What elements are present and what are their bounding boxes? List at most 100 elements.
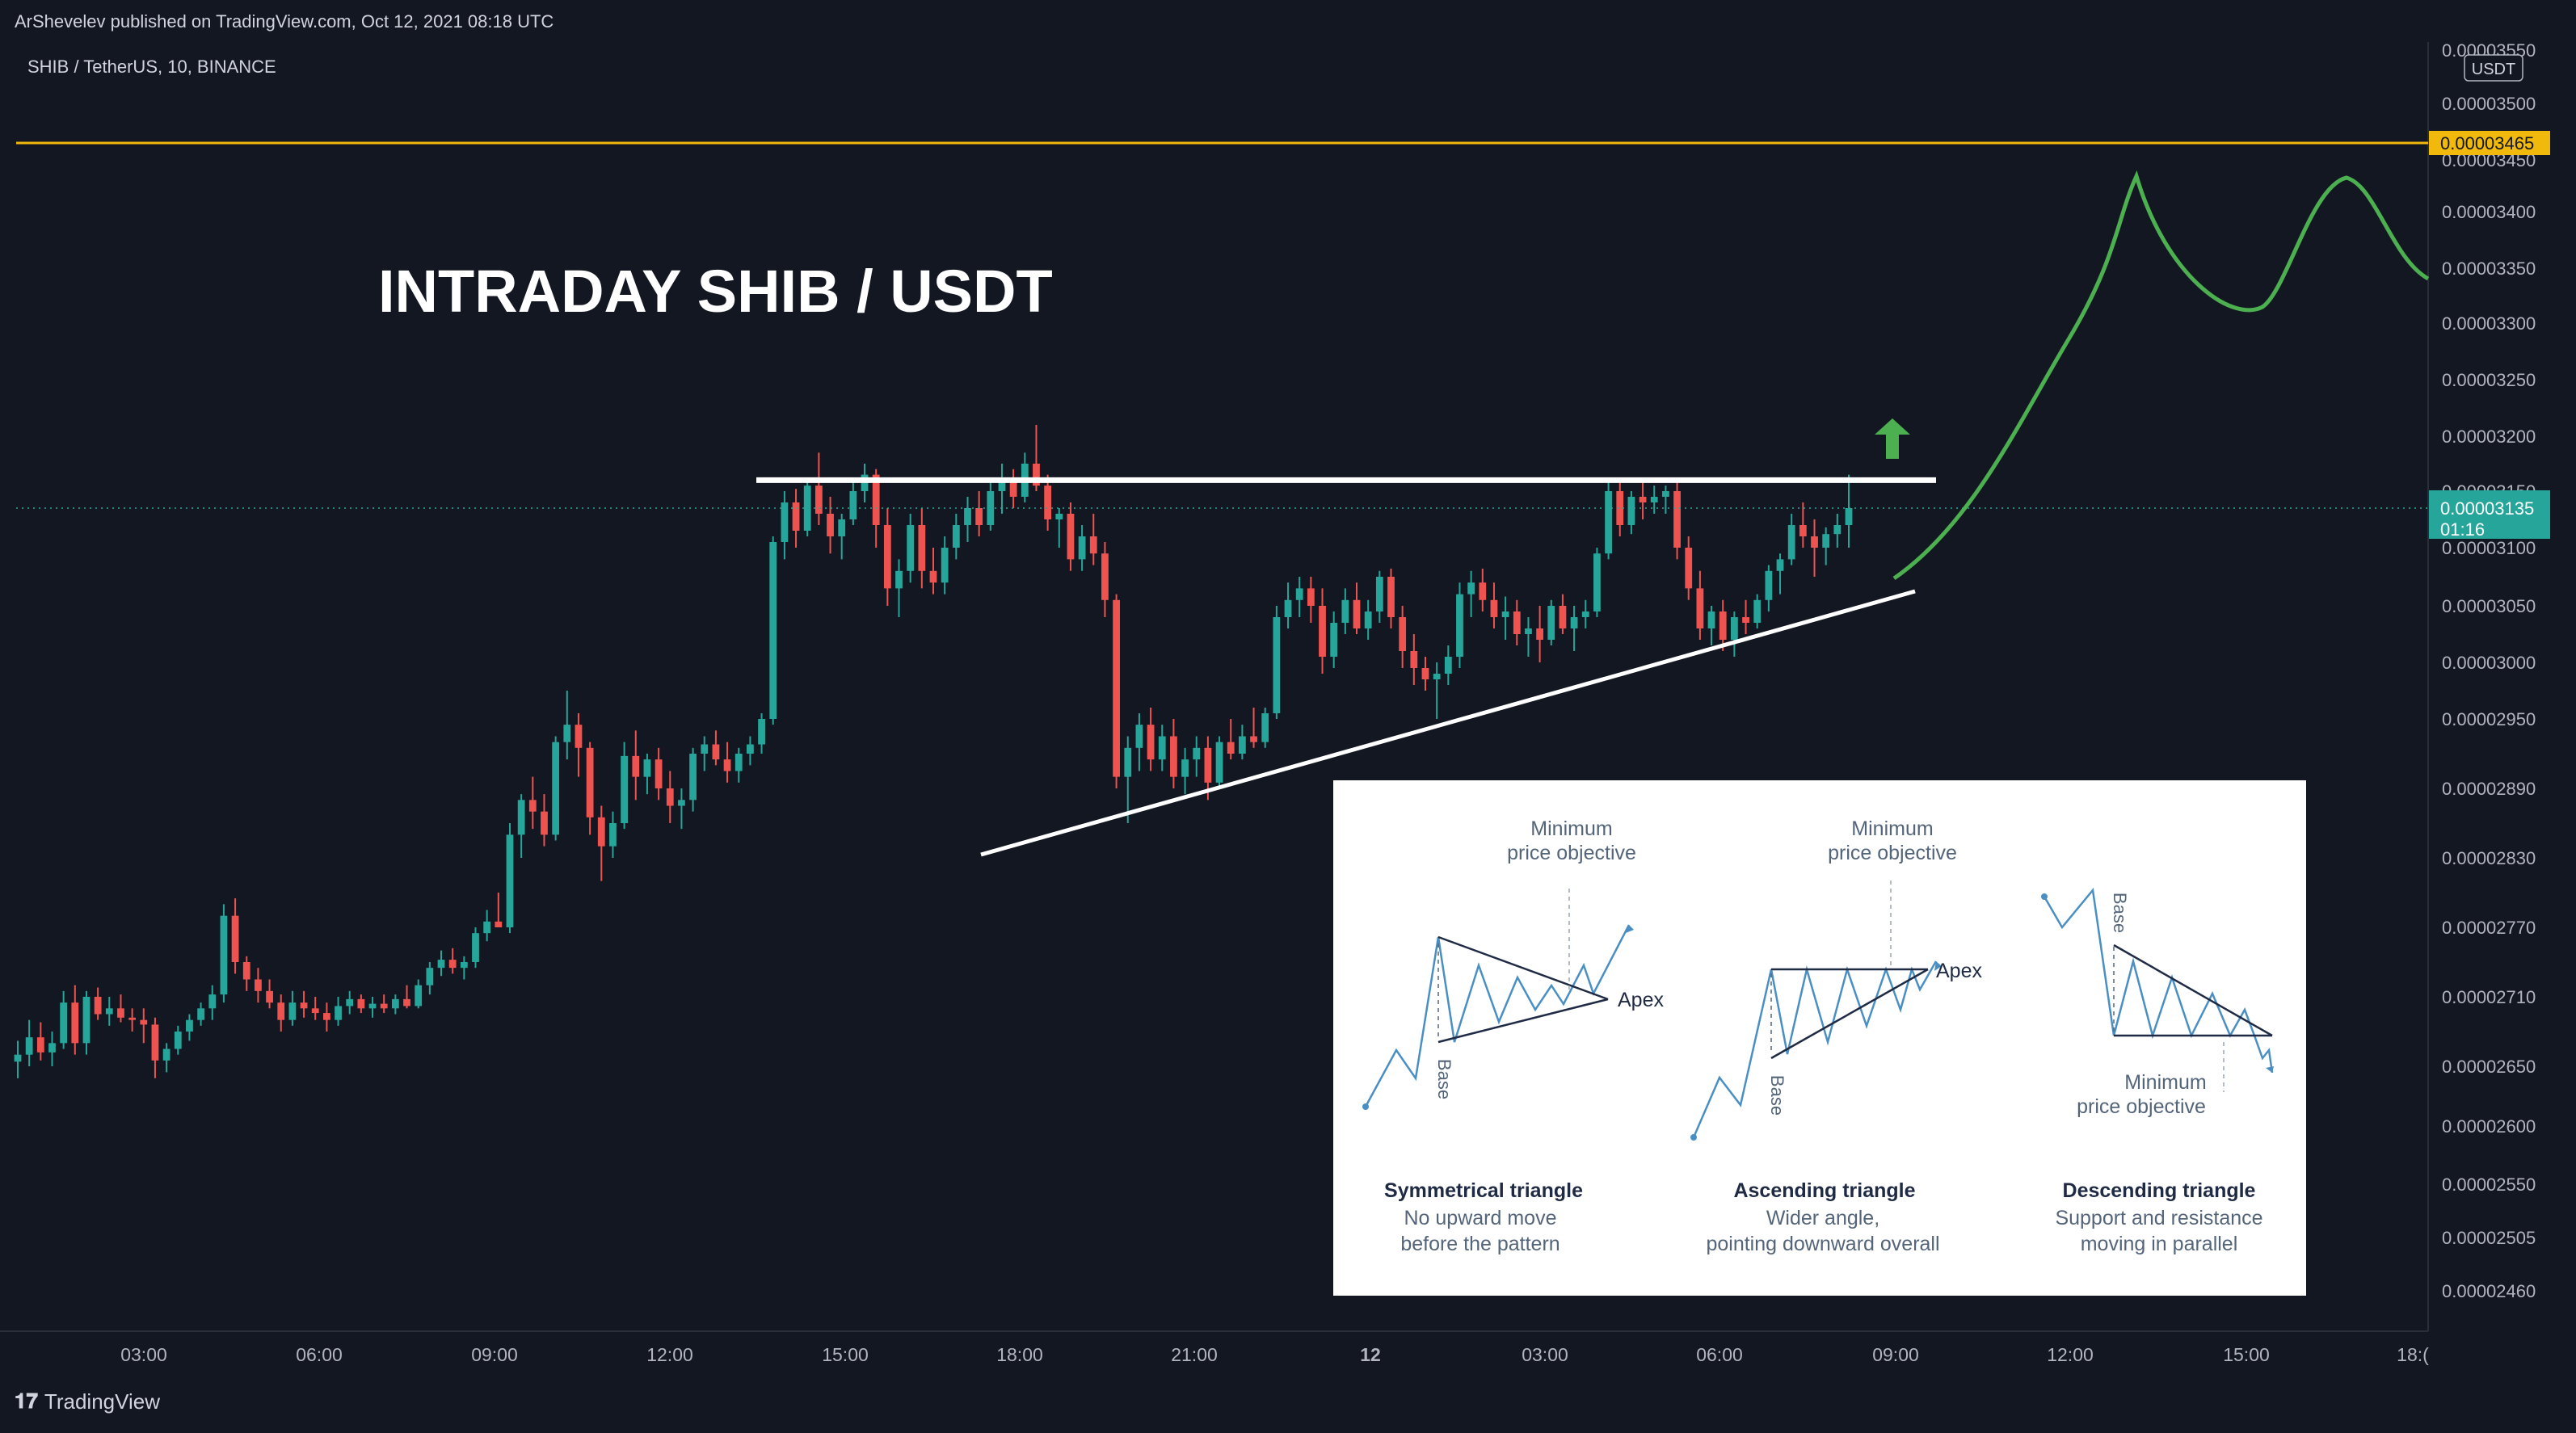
- candle-body: [368, 1003, 377, 1009]
- candle-body: [1719, 611, 1727, 640]
- candle-body: [952, 525, 960, 548]
- candle-body: [105, 1008, 113, 1015]
- candle-body: [1353, 599, 1361, 628]
- candle-body: [1685, 548, 1693, 589]
- up-arrow-icon: [1875, 418, 1910, 459]
- candle-body: [678, 800, 685, 806]
- candle-body: [1261, 713, 1269, 742]
- desc-start-dot: [2041, 893, 2048, 900]
- candle-body: [814, 485, 823, 514]
- candle-body: [1581, 611, 1589, 617]
- sym-price-path: [1364, 924, 1631, 1107]
- candle-body: [1456, 594, 1463, 657]
- candle-body: [597, 817, 605, 847]
- candle-body: [1501, 611, 1509, 617]
- candle-body: [14, 1054, 22, 1062]
- candle-body: [1170, 736, 1177, 777]
- price-tick-label: 0.00003400: [2442, 202, 2536, 222]
- candle-body: [964, 508, 971, 525]
- candle-body: [1696, 588, 1704, 628]
- last-price-text: 0.00003135: [2440, 498, 2534, 519]
- candle-body: [827, 514, 834, 536]
- candle-body: [1375, 577, 1383, 611]
- candle-body: [1765, 570, 1773, 600]
- candle-body: [208, 994, 217, 1009]
- candle-body: [1113, 599, 1120, 777]
- candle-body: [528, 800, 537, 812]
- candle-body: [1776, 559, 1784, 571]
- candle-body: [1238, 736, 1246, 754]
- candle-body: [575, 725, 583, 748]
- desc-arrow-icon: [2266, 1066, 2274, 1073]
- sym-min-label-1: Minimum: [1530, 817, 1612, 840]
- candle-body: [1742, 617, 1749, 623]
- candle-body: [60, 1002, 68, 1044]
- chart-frame: [0, 42, 2429, 1332]
- candle-body: [472, 933, 479, 962]
- last-price-tag: [2429, 490, 2550, 539]
- currency-box: [2464, 54, 2523, 82]
- symbol-legend[interactable]: SHIB / TetherUS, 10, BINANCE: [27, 57, 276, 77]
- currency-label: USDT: [2472, 61, 2515, 78]
- candle-body: [1479, 582, 1487, 600]
- time-tick-label: 12:00: [2047, 1344, 2094, 1365]
- candle-body: [403, 998, 410, 1006]
- candle-body: [255, 979, 262, 991]
- asc-desc-1: Wider angle,: [1766, 1207, 1879, 1229]
- candle-body: [1319, 606, 1326, 657]
- asc-base-label: Base: [1767, 1075, 1787, 1116]
- candle-body: [1295, 588, 1303, 600]
- candle-body: [792, 502, 800, 531]
- candle-body: [723, 759, 731, 771]
- candle-body: [552, 742, 560, 835]
- candle-body: [1525, 628, 1532, 634]
- bar-countdown-text: 01:16: [2440, 519, 2485, 540]
- candle-body: [426, 968, 434, 985]
- candle-body: [517, 800, 525, 835]
- price-tick-label: 0.00003350: [2442, 258, 2536, 279]
- candle-body: [1387, 577, 1395, 617]
- candle-body: [300, 1002, 308, 1009]
- candle-body: [1616, 491, 1624, 525]
- candle-body: [448, 960, 457, 969]
- candle-body: [666, 788, 674, 806]
- candle-body: [1284, 599, 1292, 617]
- candle-body: [609, 823, 617, 847]
- price-tick-label: 0.00003300: [2442, 313, 2536, 334]
- candle-body: [1158, 736, 1166, 760]
- candle-body: [1536, 628, 1544, 640]
- desc-resistance: [2113, 943, 2273, 1037]
- candle-body: [1833, 525, 1842, 535]
- candle-body: [71, 1002, 79, 1044]
- asc-price-path: [1692, 960, 1938, 1138]
- asc-min-label-2: price objective: [1828, 842, 1957, 864]
- candle-body: [140, 1019, 148, 1025]
- sym-resistance: [1437, 935, 1609, 1001]
- candle-body: [1399, 617, 1407, 651]
- candle-body: [907, 525, 915, 571]
- sym-desc-2: before the pattern: [1400, 1233, 1559, 1255]
- sym-start-dot: [1362, 1103, 1369, 1110]
- candle-body: [1799, 525, 1807, 536]
- candle-body: [151, 1024, 159, 1061]
- time-tick-label: 09:00: [471, 1344, 518, 1365]
- price-tick-label: 0.00002550: [2442, 1175, 2536, 1195]
- time-axis[interactable]: 03:00 06:00 09:00 12:00 15:00 18:00 21:00 12 03:…: [120, 1344, 2429, 1365]
- time-tick-label: 03:00: [1522, 1344, 1568, 1365]
- candle-body: [277, 1002, 285, 1020]
- candle-body: [391, 998, 399, 1009]
- asc-min-label-1: Minimum: [1851, 817, 1933, 840]
- target-price-tag: [2429, 131, 2550, 155]
- candle-body: [220, 915, 228, 995]
- candle-body: [1845, 508, 1853, 525]
- candle-body: [1193, 747, 1201, 760]
- tradingview-logo[interactable]: 𝟏𝟕 TradingView: [15, 1389, 160, 1414]
- price-tick-label: 0.00002890: [2442, 779, 2536, 799]
- sym-desc-1: No upward move: [1404, 1207, 1557, 1229]
- target-price-text: 0.00003465: [2440, 133, 2534, 153]
- candle-body: [288, 1002, 297, 1020]
- price-axis[interactable]: 0.000035500.000035000.000034500.00003400…: [2442, 40, 2536, 1301]
- candle-body: [1101, 553, 1109, 600]
- price-tick-label: 0.00002650: [2442, 1057, 2536, 1077]
